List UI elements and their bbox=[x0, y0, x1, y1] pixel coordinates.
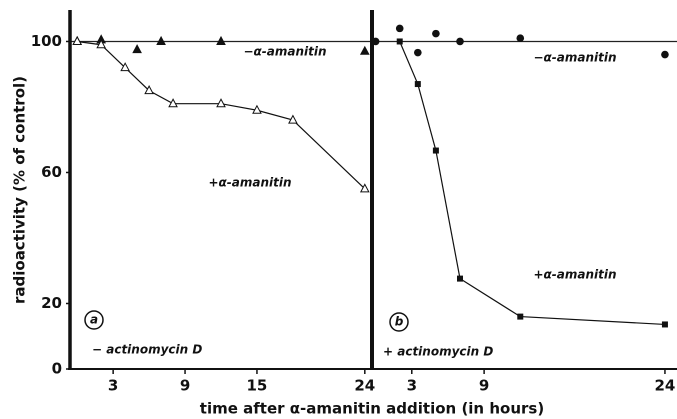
marker bbox=[156, 35, 166, 45]
marker bbox=[216, 98, 226, 108]
series-label: −α-amanitin bbox=[533, 51, 616, 65]
marker bbox=[661, 321, 668, 328]
x-tick-label: 9 bbox=[180, 377, 190, 395]
marker bbox=[144, 85, 154, 95]
marker bbox=[395, 24, 404, 33]
x-tick-label: 3 bbox=[407, 377, 417, 395]
panel-label: b bbox=[395, 315, 404, 329]
marker bbox=[72, 35, 83, 45]
x-tick-label: 15 bbox=[247, 377, 268, 395]
marker bbox=[359, 183, 370, 193]
marker bbox=[517, 313, 524, 320]
marker bbox=[456, 37, 464, 46]
marker bbox=[288, 114, 298, 124]
marker bbox=[457, 275, 464, 282]
marker bbox=[96, 39, 106, 49]
y-axis-label: radioactivity (% of control) bbox=[11, 76, 29, 304]
marker bbox=[359, 45, 370, 55]
series-label: +α-amanitin bbox=[533, 268, 616, 282]
y-tick-label: 100 bbox=[31, 32, 62, 50]
marker bbox=[120, 62, 130, 72]
marker bbox=[414, 81, 421, 88]
marker bbox=[216, 35, 226, 45]
x-tick-label: 9 bbox=[479, 377, 489, 395]
marker bbox=[168, 98, 178, 108]
condition-label: + actinomycin D bbox=[383, 345, 493, 359]
series-line bbox=[77, 40, 366, 190]
panel-circle bbox=[84, 310, 104, 330]
marker bbox=[252, 104, 262, 114]
marker bbox=[516, 34, 525, 43]
x-axis-label: time after α-amanitin addition (in hours… bbox=[200, 400, 544, 418]
x-tick-label: 24 bbox=[655, 377, 676, 395]
marker bbox=[432, 29, 440, 38]
x-tick-label: 3 bbox=[108, 377, 118, 395]
marker bbox=[432, 147, 439, 154]
condition-label: − actinomycin D bbox=[92, 343, 202, 357]
y-tick-label: 0 bbox=[52, 360, 62, 378]
marker bbox=[396, 38, 403, 45]
x-tick-label: 24 bbox=[354, 377, 375, 395]
y-tick-label: 60 bbox=[41, 163, 62, 181]
marker bbox=[132, 44, 142, 54]
y-tick-label: 20 bbox=[41, 294, 62, 312]
panel-label: a bbox=[90, 313, 98, 327]
series-label: −α-amanitin bbox=[243, 45, 326, 59]
series-label: +α-amanitin bbox=[208, 176, 291, 190]
series-line bbox=[399, 41, 665, 326]
marker bbox=[414, 48, 422, 57]
marker bbox=[661, 50, 669, 59]
panel-circle bbox=[389, 312, 409, 332]
